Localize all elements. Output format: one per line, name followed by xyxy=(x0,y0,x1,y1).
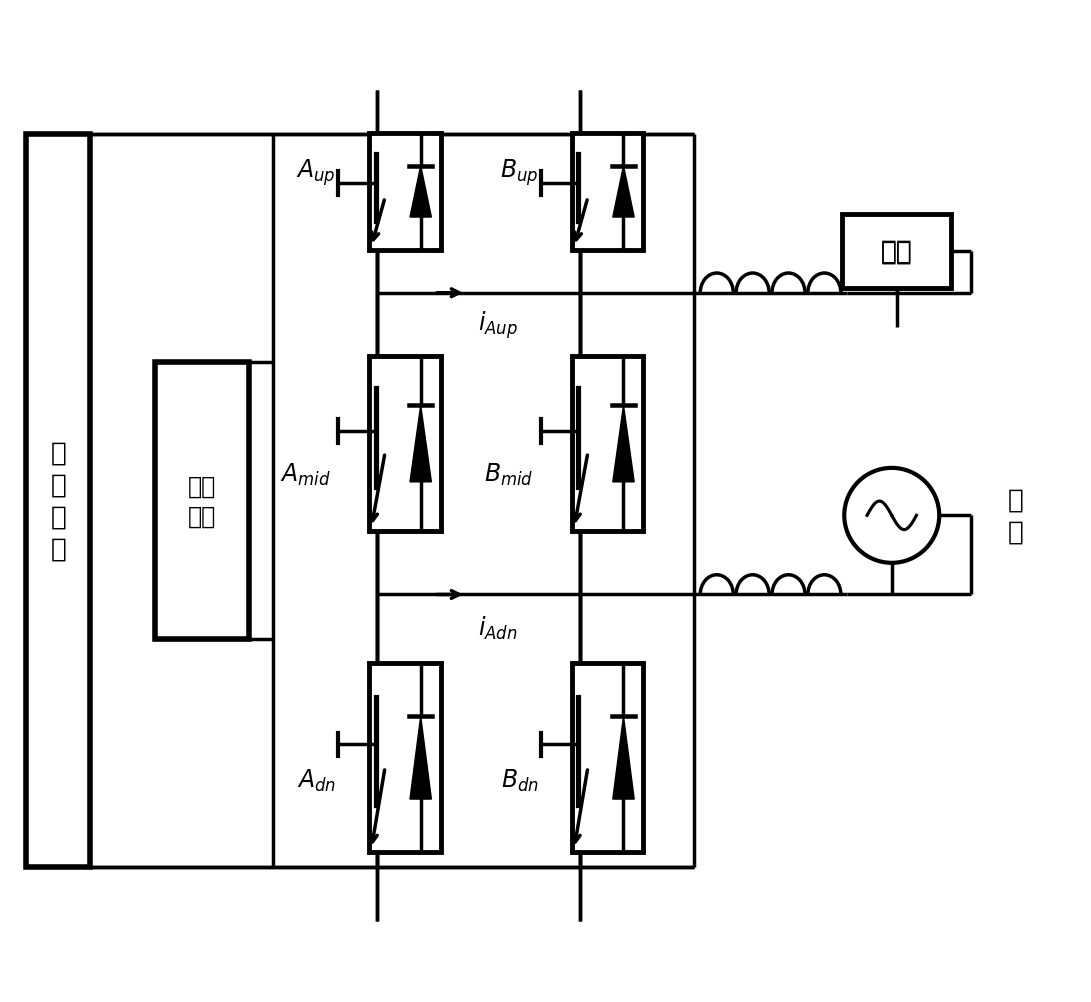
Text: 储
能
电
池: 储 能 电 池 xyxy=(51,440,67,562)
Text: $B_{mid}$: $B_{mid}$ xyxy=(484,461,533,487)
Text: $A_{mid}$: $A_{mid}$ xyxy=(280,461,331,487)
Polygon shape xyxy=(613,406,634,482)
Polygon shape xyxy=(410,716,431,800)
Bar xyxy=(155,363,249,639)
Text: $i_{Aup}$: $i_{Aup}$ xyxy=(478,310,518,341)
Text: $A_{dn}$: $A_{dn}$ xyxy=(297,767,336,793)
Bar xyxy=(572,357,644,532)
Text: $B_{dn}$: $B_{dn}$ xyxy=(501,767,539,793)
Text: $B_{up}$: $B_{up}$ xyxy=(500,157,539,188)
Bar xyxy=(370,133,441,250)
Polygon shape xyxy=(410,166,431,217)
Bar xyxy=(572,133,644,250)
Text: $A_{up}$: $A_{up}$ xyxy=(296,157,336,188)
Text: 市
电: 市 电 xyxy=(1007,487,1023,545)
Text: 负载: 负载 xyxy=(880,238,912,265)
Polygon shape xyxy=(613,716,634,800)
Bar xyxy=(26,135,91,867)
Circle shape xyxy=(844,468,939,563)
Text: $i_{Adn}$: $i_{Adn}$ xyxy=(478,614,518,641)
Polygon shape xyxy=(613,166,634,217)
Text: 滤波
电容: 滤波 电容 xyxy=(188,474,216,528)
Bar xyxy=(572,663,644,853)
Polygon shape xyxy=(410,406,431,482)
Bar xyxy=(370,357,441,532)
Bar xyxy=(842,214,951,289)
Bar xyxy=(370,663,441,853)
Text: 负载: 负载 xyxy=(880,238,912,265)
